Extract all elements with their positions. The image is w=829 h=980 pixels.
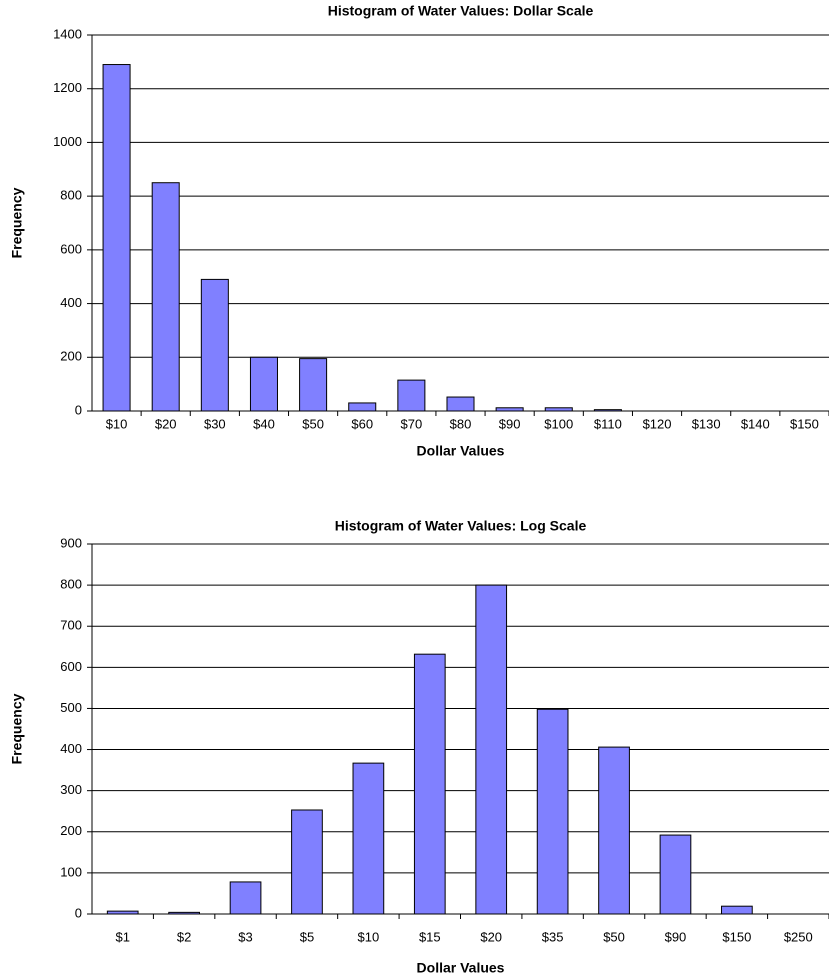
bar bbox=[536, 708, 569, 915]
x-tick-label: $50 bbox=[302, 416, 324, 431]
x-tick-label: $80 bbox=[450, 416, 472, 431]
y-tick-label: 1000 bbox=[53, 134, 82, 149]
y-tick-label: 1400 bbox=[53, 26, 82, 41]
bar bbox=[593, 409, 622, 412]
y-tick-label: 0 bbox=[75, 402, 82, 417]
y-axis-title: Frequency bbox=[9, 187, 25, 258]
x-tick-label: $10 bbox=[358, 929, 380, 944]
y-tick-label: 500 bbox=[60, 700, 82, 715]
x-tick-label: $3 bbox=[238, 929, 252, 944]
x-tick-label: $70 bbox=[401, 416, 423, 431]
x-tick-label: $60 bbox=[351, 416, 373, 431]
x-tick-label: $2 bbox=[177, 929, 191, 944]
bar bbox=[495, 407, 524, 412]
bar bbox=[598, 746, 630, 915]
x-tick-label: $150 bbox=[722, 929, 751, 944]
x-tick-label: $90 bbox=[499, 416, 521, 431]
chart-title: Histogram of Water Values: Log Scale bbox=[335, 518, 587, 534]
x-tick-label: $30 bbox=[204, 416, 226, 431]
y-tick-label: 800 bbox=[60, 188, 82, 203]
x-tick-label: $5 bbox=[300, 929, 314, 944]
x-tick-label: $130 bbox=[692, 416, 721, 431]
bar bbox=[229, 881, 262, 915]
x-tick-label: $35 bbox=[542, 929, 564, 944]
x-tick-label: $250 bbox=[784, 929, 813, 944]
y-tick-label: 800 bbox=[60, 577, 82, 592]
y-tick-label: 1200 bbox=[53, 80, 82, 95]
x-tick-label: $10 bbox=[106, 416, 128, 431]
x-tick-label: $50 bbox=[603, 929, 625, 944]
bar bbox=[721, 905, 753, 915]
y-tick-label: 400 bbox=[60, 741, 82, 756]
bar bbox=[168, 911, 200, 915]
x-axis-title: Dollar Values bbox=[417, 443, 505, 459]
y-tick-label: 400 bbox=[60, 295, 82, 310]
y-tick-label: 300 bbox=[60, 782, 82, 797]
x-tick-label: $150 bbox=[790, 416, 819, 431]
bar bbox=[348, 402, 377, 412]
bar bbox=[475, 584, 508, 915]
x-axis-title: Dollar Values bbox=[417, 960, 505, 976]
bar bbox=[151, 182, 180, 412]
x-tick-label: $20 bbox=[480, 929, 502, 944]
bar bbox=[413, 653, 446, 915]
y-axis-title: Frequency bbox=[9, 693, 25, 764]
y-tick-label: 0 bbox=[75, 905, 82, 920]
bar bbox=[200, 278, 229, 412]
bar bbox=[249, 356, 278, 412]
y-tick-label: 200 bbox=[60, 823, 82, 838]
y-tick-label: 900 bbox=[60, 535, 82, 550]
chart-title: Histogram of Water Values: Dollar Scale bbox=[328, 3, 594, 19]
x-tick-label: $1 bbox=[115, 929, 129, 944]
y-tick-label: 600 bbox=[60, 659, 82, 674]
x-tick-label: $90 bbox=[665, 929, 687, 944]
x-tick-label: $120 bbox=[643, 416, 672, 431]
bar bbox=[659, 834, 692, 915]
bar bbox=[102, 64, 131, 412]
bar bbox=[446, 396, 475, 412]
x-tick-label: $40 bbox=[253, 416, 275, 431]
bar bbox=[352, 762, 385, 915]
x-tick-label: $140 bbox=[741, 416, 770, 431]
bar bbox=[544, 407, 573, 412]
bar bbox=[106, 910, 139, 915]
y-tick-label: 600 bbox=[60, 241, 82, 256]
bar bbox=[397, 379, 426, 412]
y-tick-label: 100 bbox=[60, 864, 82, 879]
y-tick-label: 200 bbox=[60, 349, 82, 364]
x-tick-label: $20 bbox=[155, 416, 177, 431]
bar bbox=[291, 809, 323, 915]
x-tick-label: $110 bbox=[594, 416, 622, 431]
bar bbox=[299, 358, 328, 412]
y-tick-label: 700 bbox=[60, 618, 82, 633]
x-tick-label: $15 bbox=[419, 929, 441, 944]
x-tick-label: $100 bbox=[544, 416, 573, 431]
